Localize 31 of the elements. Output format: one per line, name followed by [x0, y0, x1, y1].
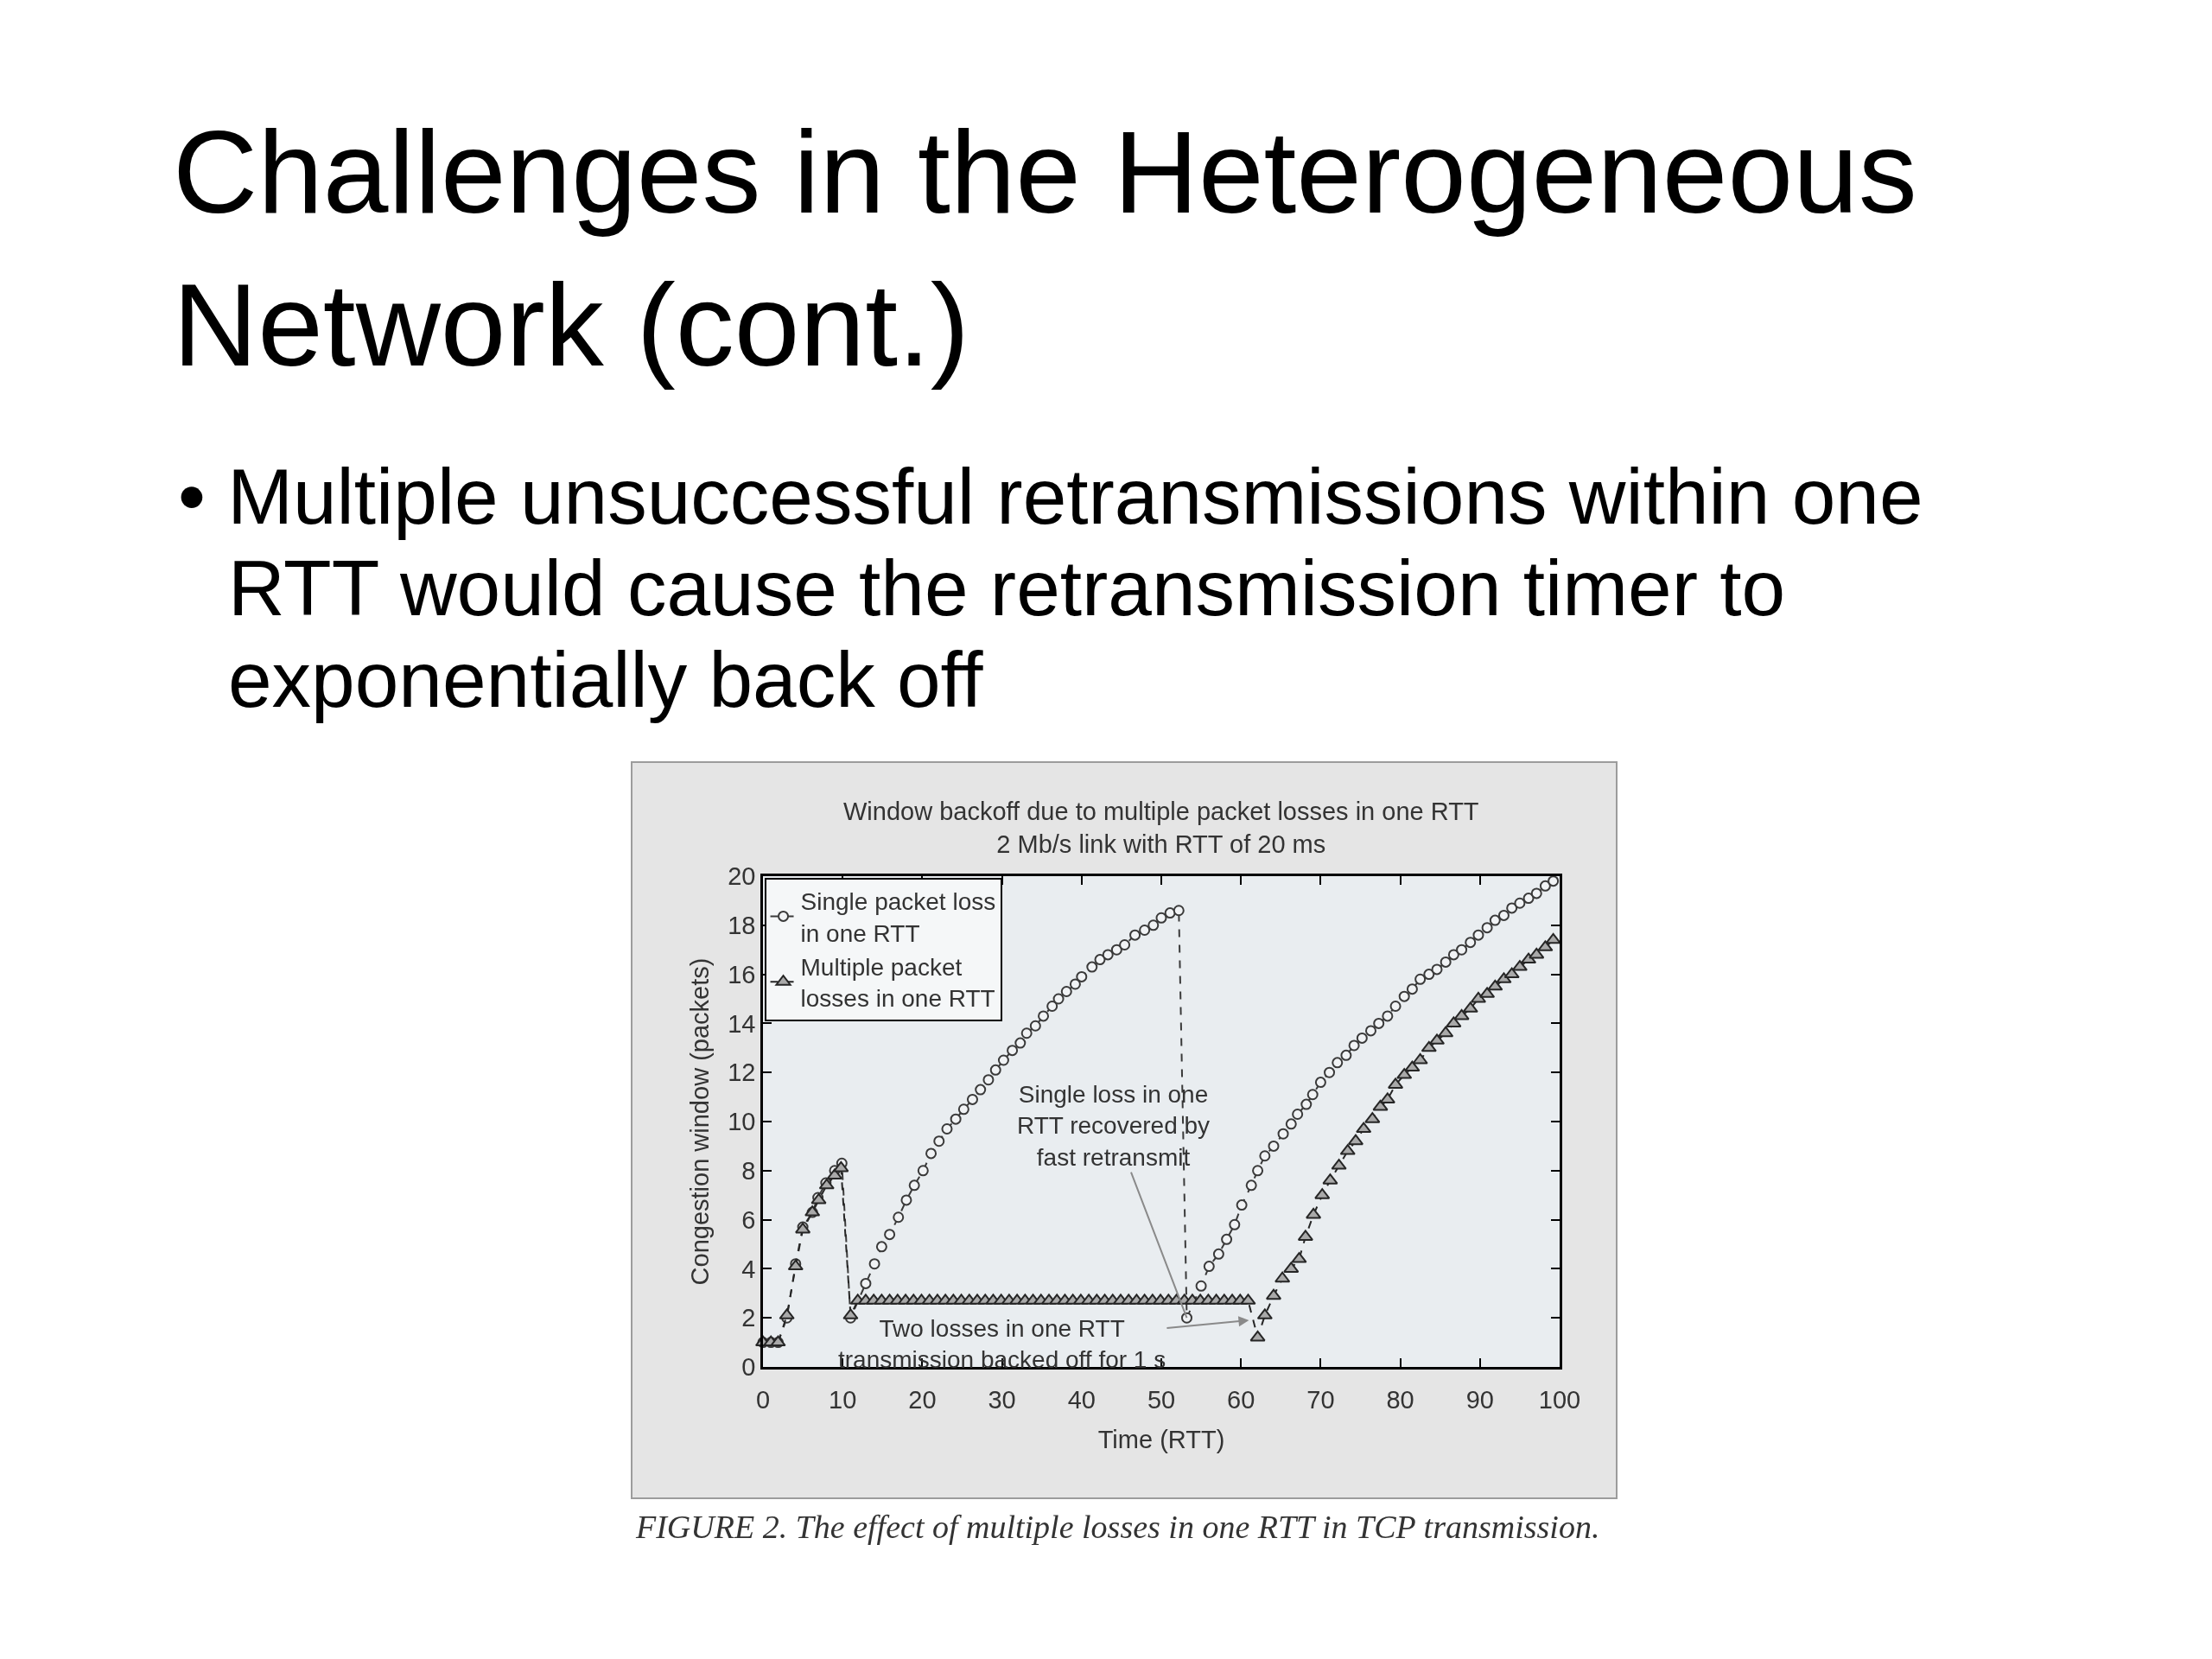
- y-tick-label: 14: [728, 1009, 756, 1038]
- y-tick-label: 6: [741, 1205, 756, 1234]
- chart-subtitle: • Multiple unsuccessful retransmissions within one RTT would cause the retransmission timer to exponentially back off: [178, 453, 1923, 723]
- annotation: Two losses in one RTT transmission backed off for 1 s: [838, 1315, 1166, 1374]
- x-tick-label: 30: [988, 1385, 1016, 1414]
- y-tick-label: 0: [741, 1353, 756, 1382]
- x-tick-label: 100: [1538, 1385, 1581, 1414]
- y-tick-label: 12: [728, 1058, 756, 1087]
- annotation: Single loss in one RTT recovered by fast retransmit: [1017, 1081, 1211, 1171]
- x-tick-label: 40: [1067, 1385, 1096, 1414]
- y-tick-label: 10: [728, 1108, 756, 1136]
- y-tick-label: 2: [741, 1304, 756, 1332]
- x-axis-title: Time (RTT): [1097, 1426, 1225, 1454]
- text: Window backoff due to multiple packet losses in one RTT 2 Mb/s link with RTT of 20 ms: [843, 798, 1479, 858]
- x-tick-label: 60: [1227, 1385, 1255, 1414]
- x-tick-label: 80: [1386, 1385, 1414, 1414]
- y-tick-label: 4: [741, 1255, 756, 1283]
- caption: FIGURE 2. The effect of multiple losses in one RTT in TCP transmission.: [635, 1509, 1600, 1545]
- y-tick-label: 16: [728, 960, 756, 988]
- legend-label: Single packet loss in one RTT: [800, 888, 996, 947]
- x-tick-label: 10: [829, 1385, 857, 1414]
- y-tick-label: 18: [728, 911, 756, 939]
- y-axis-title: Congestion window (packets): [685, 957, 714, 1286]
- legend-label: Multiple packet losses in one RTT: [800, 953, 995, 1013]
- x-tick-label: 50: [1147, 1385, 1176, 1414]
- x-tick-label: 20: [908, 1385, 937, 1414]
- y-tick-label: 20: [728, 862, 756, 891]
- x-tick-label: 90: [1465, 1385, 1494, 1414]
- y-tick-label: 8: [741, 1156, 756, 1185]
- x-tick-label: 70: [1306, 1385, 1335, 1414]
- chart-title: Challenges in the Heterogeneous Network (cont.): [173, 105, 1917, 391]
